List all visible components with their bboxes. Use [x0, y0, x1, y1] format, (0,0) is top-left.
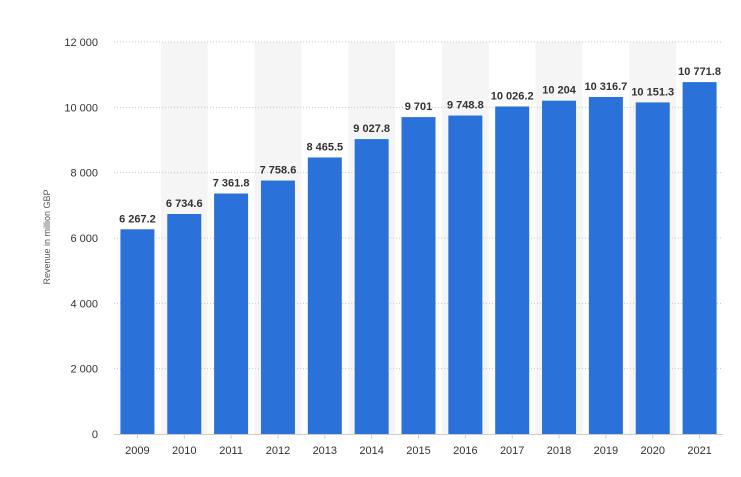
x-axis-ticks: 2009 2010 2011 2012 2013 2014 2015 2016 2017 2018… [125, 434, 712, 457]
data-label: 7 758.6 [260, 165, 297, 177]
x-tick-label: 2012 [266, 445, 290, 457]
bar [401, 117, 436, 434]
y-tick-label: 0 [92, 429, 98, 441]
bar [167, 214, 202, 434]
data-label: 10 151.3 [631, 86, 674, 98]
data-label: 10 026.2 [491, 90, 534, 102]
x-tick-label: 2011 [219, 445, 243, 457]
y-tick-label: 4 000 [70, 298, 98, 310]
data-label: 9 748.8 [447, 100, 484, 112]
bar [635, 102, 670, 434]
x-tick-label: 2016 [453, 445, 477, 457]
data-label: 7 361.8 [213, 178, 250, 190]
y-tick-label: 2 000 [70, 364, 98, 376]
x-tick-label: 2021 [687, 445, 711, 457]
y-axis-ticks: 0 2 000 4 000 6 000 8 000 10 000 12 000 [64, 37, 98, 441]
bar [214, 193, 249, 434]
data-label: 6 734.6 [166, 198, 203, 210]
data-label: 8 465.5 [306, 141, 343, 153]
bar [448, 115, 483, 435]
data-label: 9 027.8 [353, 123, 390, 135]
bar [354, 139, 389, 435]
data-label: 10 316.7 [584, 81, 627, 93]
x-tick-label: 2020 [640, 445, 664, 457]
bar [542, 100, 577, 434]
data-label: 10 204 [542, 85, 577, 97]
x-tick-label: 2015 [406, 445, 430, 457]
bar [120, 229, 155, 434]
x-tick-label: 2017 [500, 445, 524, 457]
bar [495, 106, 530, 434]
y-tick-label: 10 000 [64, 102, 98, 114]
bar [260, 180, 295, 434]
data-label: 10 771.8 [678, 66, 721, 78]
bar [588, 96, 623, 435]
x-tick-label: 2010 [172, 445, 196, 457]
x-tick-label: 2009 [125, 445, 149, 457]
y-tick-label: 12 000 [64, 37, 98, 49]
x-tick-label: 2014 [359, 445, 383, 457]
y-tick-label: 6 000 [70, 233, 98, 245]
y-axis-title: Revenue in million GBP [42, 189, 52, 284]
data-label: 6 267.2 [119, 213, 156, 225]
x-tick-label: 2019 [594, 445, 618, 457]
bar [307, 157, 342, 434]
data-label: 9 701 [405, 101, 433, 113]
x-tick-label: 2018 [547, 445, 571, 457]
x-tick-label: 2013 [313, 445, 337, 457]
bar [682, 82, 717, 434]
data-labels: 6 267.2 6 734.6 7 361.8 7 758.6 8 465.5 9 027… [119, 66, 721, 225]
y-tick-label: 8 000 [70, 168, 98, 180]
bars [120, 82, 717, 435]
